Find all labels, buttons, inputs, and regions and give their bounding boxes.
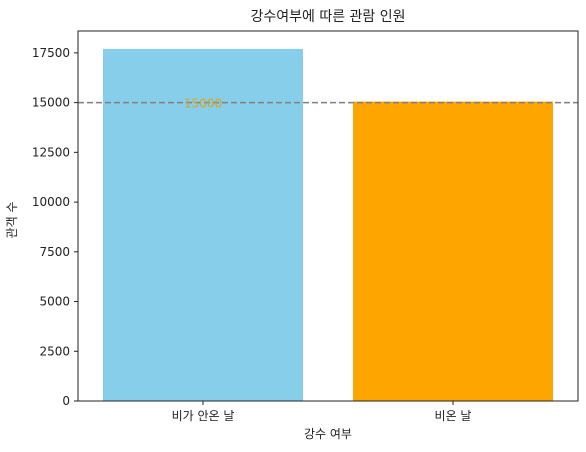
y-tick-label: 0 <box>62 394 70 408</box>
y-tick-label: 10000 <box>32 195 70 209</box>
y-tick-label: 7500 <box>39 245 70 259</box>
y-tick-label: 12500 <box>32 145 70 159</box>
y-tick-label: 5000 <box>39 295 70 309</box>
bar-2 <box>353 101 553 401</box>
y-tick-label: 17500 <box>32 46 70 60</box>
bar-1 <box>103 48 303 401</box>
y-tick-label: 15000 <box>32 96 70 110</box>
plot-frame <box>77 30 579 402</box>
x-tick-label: 비온 날 <box>435 409 472 423</box>
reference-line-label: 15000 <box>184 97 222 111</box>
x-tick-label: 비가 안온 날 <box>172 409 235 423</box>
y-tick-label: 2500 <box>39 344 70 358</box>
chart-title: 강수여부에 따른 관람 인원 <box>250 9 405 25</box>
plot-area: 0 2500 5000 7500 10000 12500 15000 17500 비가 안온 날… <box>32 30 579 423</box>
x-axis-label: 강수 여부 <box>304 427 352 441</box>
y-axis-label: 관객 수 <box>5 202 19 239</box>
